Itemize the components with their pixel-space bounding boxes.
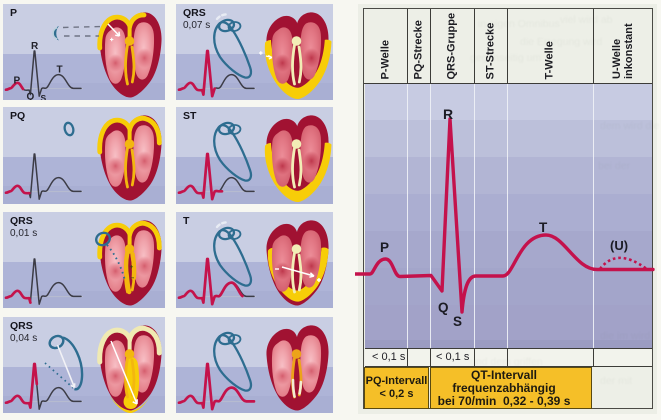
svg-text:P: P xyxy=(14,76,21,87)
svg-text:T: T xyxy=(57,65,63,76)
svg-text:R: R xyxy=(31,41,39,52)
svg-text:Q: Q xyxy=(27,92,35,101)
svg-text:S: S xyxy=(41,93,47,100)
svg-text:−: − xyxy=(131,275,135,282)
svg-text:+: + xyxy=(130,264,134,271)
